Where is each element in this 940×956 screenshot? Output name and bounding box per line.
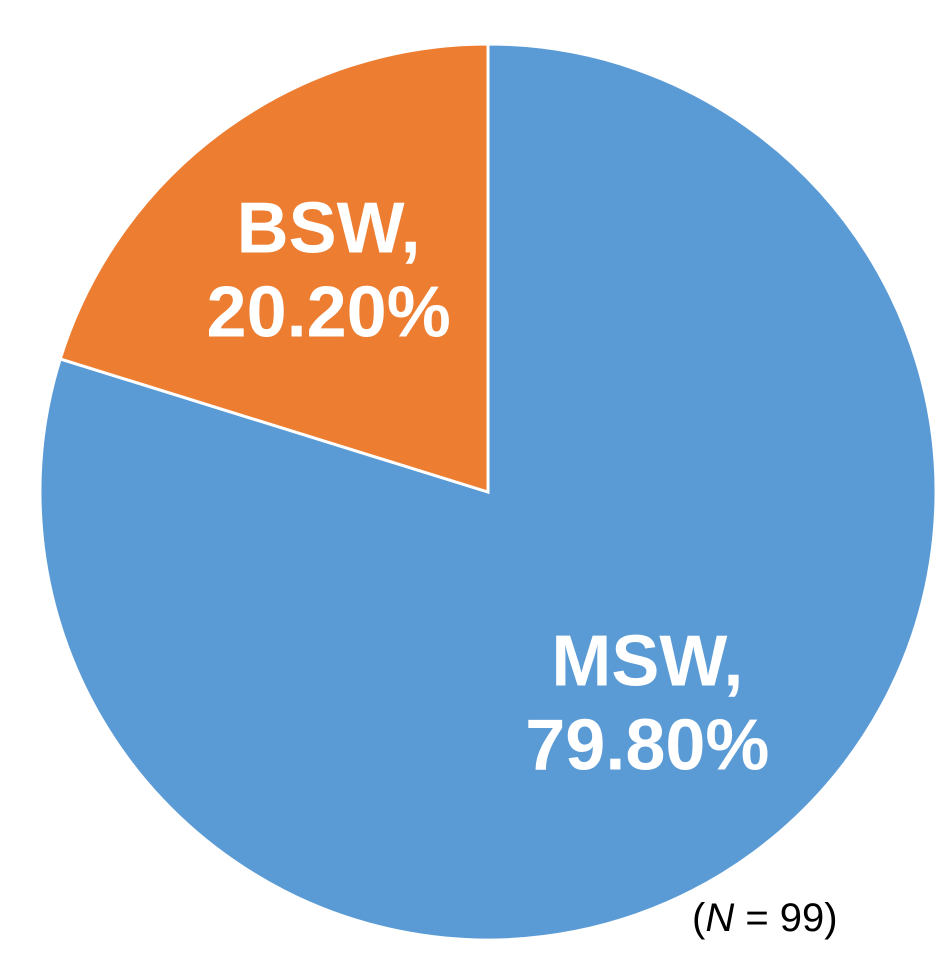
slice-value-label: 79.80%	[525, 705, 769, 785]
slice-value-label: 20.20%	[207, 273, 451, 353]
annotation-part: (	[692, 896, 706, 940]
annotation-part: = 99)	[734, 896, 837, 940]
annotation: (N = 99)	[692, 896, 838, 940]
annotation-part: N	[705, 896, 734, 940]
slice-category: MSW,	[551, 621, 743, 701]
slice-category: BSW,	[237, 189, 421, 269]
pie-slice	[58, 42, 490, 495]
